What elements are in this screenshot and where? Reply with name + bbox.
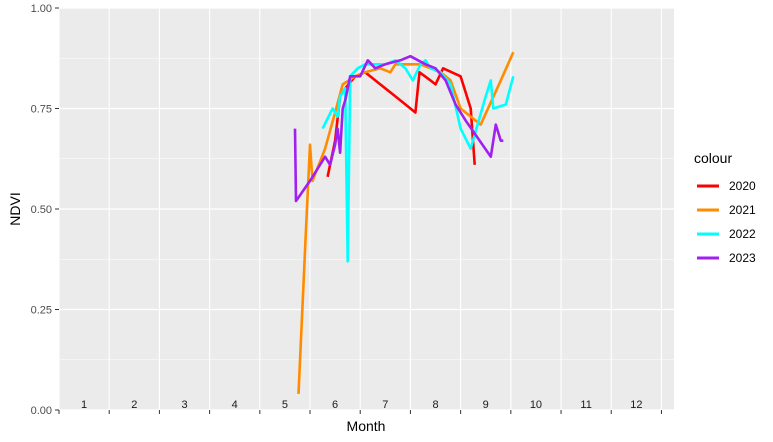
month-label: 12 [630,399,642,411]
series-line-2022 [321,58,515,263]
y-axis-title: NDVI [7,192,23,225]
legend-label-2021: 2021 [729,203,756,217]
month-label-layer: 1 2 3 4 5 6 7 8 9 10 11 12 [81,399,642,411]
month-label: 9 [483,399,489,411]
month-label: 10 [530,399,542,411]
y-tick-label: 0.50 [31,204,52,216]
series-layer [293,51,515,394]
y-tick-label: 0.00 [31,405,52,417]
series-line-2023 [293,54,504,203]
month-label: 5 [282,399,288,411]
month-label: 8 [432,399,438,411]
month-label: 6 [332,399,338,411]
month-label: 7 [382,399,388,411]
x-axis-title: Month [347,418,386,434]
y-tick-label: 0.25 [31,305,52,317]
month-label: 11 [580,399,591,411]
legend-label-2023: 2023 [729,251,756,265]
month-label: 4 [232,399,238,411]
month-label: 3 [181,399,187,411]
month-label: 2 [131,399,137,411]
legend-items: 2020 2021 2022 2023 [697,179,756,265]
legend-label-2022: 2022 [729,227,756,241]
legend-title: colour [694,150,732,166]
axis-layer: 0.00 0.25 0.50 0.75 1.00 [31,3,662,417]
legend-label-2020: 2020 [729,179,756,193]
y-tick-label: 0.75 [31,104,52,116]
y-tick-label: 1.00 [31,3,52,15]
month-label: 1 [81,399,87,411]
legend: colour 2020 2021 2022 2023 [694,150,756,265]
